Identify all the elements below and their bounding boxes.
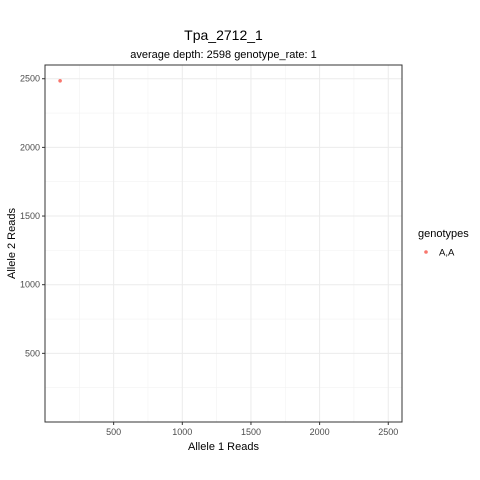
- y-tick-label: 500: [25, 348, 40, 358]
- y-tick-label: 1500: [20, 211, 40, 221]
- y-axis-label: Allele 2 Reads: [6, 208, 18, 279]
- legend-key: [424, 250, 428, 254]
- x-tick-label: 2000: [310, 427, 330, 437]
- x-tick-label: 1000: [172, 427, 192, 437]
- y-axis-ticks: 500 1000 1500 2000 2500: [20, 74, 45, 358]
- y-tick-label: 2000: [20, 142, 40, 152]
- y-tick-label: 2500: [20, 74, 40, 84]
- plot-area: [44, 64, 403, 423]
- legend-entries: A,A: [424, 248, 455, 259]
- legend-label: A,A: [439, 248, 455, 259]
- x-axis-ticks: 500 1000 1500 2000 2500: [106, 422, 398, 437]
- x-tick-label: 1500: [241, 427, 261, 437]
- data-point: [58, 78, 62, 83]
- x-tick-label: 500: [106, 427, 121, 437]
- plot-border: [44, 64, 403, 423]
- data-points: [58, 78, 62, 83]
- legend-title: genotypes: [418, 228, 469, 240]
- legend: genotypes A,A: [418, 228, 469, 259]
- x-tick-label: 2500: [378, 427, 398, 437]
- y-tick-label: 1000: [20, 280, 40, 290]
- plot-panel: [45, 65, 402, 422]
- chart-title: Tpa_2712_1: [184, 27, 263, 43]
- x-axis-label: Allele 1 Reads: [188, 441, 259, 453]
- chart-subtitle: average depth: 2598 genotype_rate: 1: [130, 49, 317, 61]
- grid-lines: [45, 65, 402, 422]
